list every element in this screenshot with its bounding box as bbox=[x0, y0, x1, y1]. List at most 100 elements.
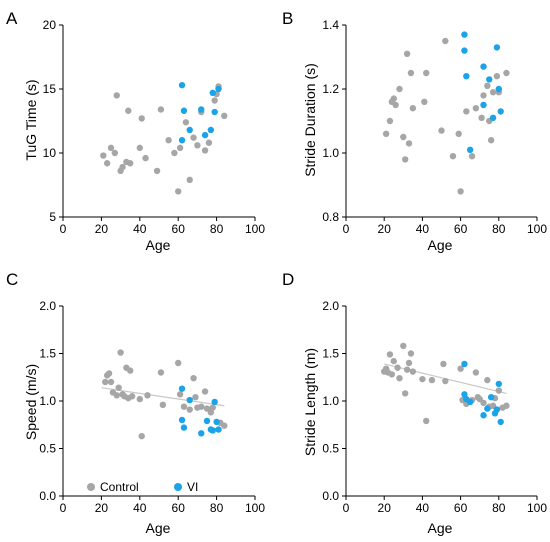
vi-data-point bbox=[480, 412, 487, 419]
panel-d-letter: D bbox=[282, 270, 294, 289]
panel-b-letter: B bbox=[282, 9, 293, 28]
control-data-point bbox=[484, 82, 491, 90]
control-data-point bbox=[409, 368, 417, 375]
control-data-point bbox=[176, 391, 184, 398]
control-data-point bbox=[402, 390, 409, 397]
control-data-point bbox=[221, 112, 228, 120]
x-tick-label: 20 bbox=[378, 501, 392, 515]
control-data-point bbox=[489, 89, 497, 96]
control-data-point bbox=[400, 342, 407, 350]
control-data-point bbox=[180, 403, 188, 410]
vi-data-point bbox=[461, 31, 468, 38]
control-data-point bbox=[102, 378, 109, 386]
panel-d: D Age Stride Length (m) 0 20 40 60 80 1000.00… bbox=[282, 270, 547, 536]
x-tick-label: 40 bbox=[133, 501, 147, 515]
x-tick-label: 60 bbox=[454, 501, 468, 515]
control-data-point bbox=[175, 188, 182, 195]
control-data-point bbox=[495, 387, 502, 394]
control-data-point bbox=[409, 105, 417, 112]
control-data-point bbox=[403, 366, 411, 373]
y-tick-label: 0.5 bbox=[322, 442, 339, 456]
control-data-point bbox=[394, 364, 401, 371]
vi-data-point bbox=[207, 126, 215, 134]
vi-data-point bbox=[497, 418, 504, 426]
control-data-point bbox=[142, 154, 149, 162]
control-data-point bbox=[115, 384, 122, 391]
vi-data-point bbox=[198, 430, 205, 437]
legend-vi-label: VI bbox=[187, 480, 198, 494]
x-tick-label: 100 bbox=[245, 501, 265, 515]
control-data-point bbox=[125, 107, 132, 114]
control-data-point bbox=[175, 359, 182, 367]
y-tick-label: 0.5 bbox=[39, 442, 56, 456]
control-data-point bbox=[176, 144, 184, 152]
vi-data-point bbox=[180, 424, 188, 431]
y-tick-label: 1.5 bbox=[322, 347, 339, 361]
control-data-point bbox=[487, 137, 495, 144]
y-tick-label: 1.5 bbox=[39, 347, 56, 361]
x-tick-label: 40 bbox=[416, 222, 430, 236]
control-data-point bbox=[472, 105, 480, 112]
control-data-point bbox=[396, 85, 403, 93]
panel-a: A Age TuG Time (s) 0 20 40 60 80 100 5 10 15 20 bbox=[6, 9, 265, 253]
panel-b-xlabel: Age bbox=[428, 237, 453, 253]
vi-data-point bbox=[461, 360, 468, 368]
vi-data-point bbox=[493, 406, 501, 413]
vi-data-point bbox=[186, 396, 193, 404]
x-tick-label: 100 bbox=[527, 501, 547, 515]
y-tick-label: 0.8 bbox=[322, 210, 339, 224]
vi-data-point bbox=[203, 417, 211, 425]
legend: Control VI bbox=[87, 480, 198, 494]
control-data-point bbox=[480, 399, 487, 407]
control-data-point bbox=[400, 133, 407, 141]
vi-data-point bbox=[484, 405, 491, 412]
vi-data-point bbox=[466, 398, 474, 406]
control-data-point bbox=[127, 160, 134, 167]
control-data-point bbox=[463, 108, 470, 115]
vi-data-point bbox=[178, 416, 186, 424]
control-data-point bbox=[136, 144, 143, 152]
panel-b-ylabel: Stride Duration (s) bbox=[302, 63, 318, 177]
y-tick-label: 1.2 bbox=[322, 82, 339, 96]
control-data-point bbox=[503, 69, 510, 77]
vi-data-point bbox=[215, 85, 222, 93]
control-data-point bbox=[107, 378, 115, 386]
panel-d-xlabel: Age bbox=[428, 520, 453, 536]
control-data-point bbox=[103, 160, 111, 167]
control-data-point bbox=[423, 69, 430, 77]
control-data-point bbox=[113, 92, 120, 99]
y-tick-label: 10 bbox=[43, 146, 57, 160]
control-data-point bbox=[198, 403, 205, 410]
control-data-point bbox=[396, 375, 403, 382]
y-tick-label: 15 bbox=[43, 82, 57, 96]
y-tick-label: 1.4 bbox=[322, 18, 339, 32]
control-data-point bbox=[211, 97, 218, 104]
x-tick-label: 80 bbox=[210, 222, 224, 236]
control-data-point bbox=[493, 73, 501, 80]
y-tick-label: 2.0 bbox=[322, 299, 339, 313]
panel-c-ylabel: Speed (m/s) bbox=[23, 364, 39, 440]
vi-data-point bbox=[215, 426, 222, 433]
legend-control-marker bbox=[87, 483, 95, 491]
y-tick-label: 1.0 bbox=[322, 394, 339, 408]
control-data-point bbox=[392, 101, 399, 109]
control-data-point bbox=[449, 153, 457, 160]
vi-data-point bbox=[463, 73, 470, 80]
panel-c-plot: 0 20 40 60 80 100 0.0 0.5 1.0 1.5 2.0 bbox=[39, 299, 265, 515]
control-data-point bbox=[138, 115, 145, 122]
control-data-point bbox=[117, 349, 124, 356]
vi-data-point bbox=[497, 108, 504, 115]
control-data-point bbox=[403, 50, 411, 57]
legend-vi-marker bbox=[174, 483, 182, 491]
control-data-point bbox=[113, 392, 120, 399]
control-data-point bbox=[186, 176, 193, 184]
control-data-point bbox=[153, 167, 161, 175]
vi-data-point bbox=[487, 394, 495, 401]
vi-data-point bbox=[180, 107, 188, 114]
y-tick-label: 20 bbox=[43, 18, 57, 32]
x-tick-label: 0 bbox=[343, 501, 350, 515]
control-data-point bbox=[440, 360, 447, 368]
control-data-point bbox=[405, 140, 413, 147]
control-data-point bbox=[105, 370, 113, 377]
